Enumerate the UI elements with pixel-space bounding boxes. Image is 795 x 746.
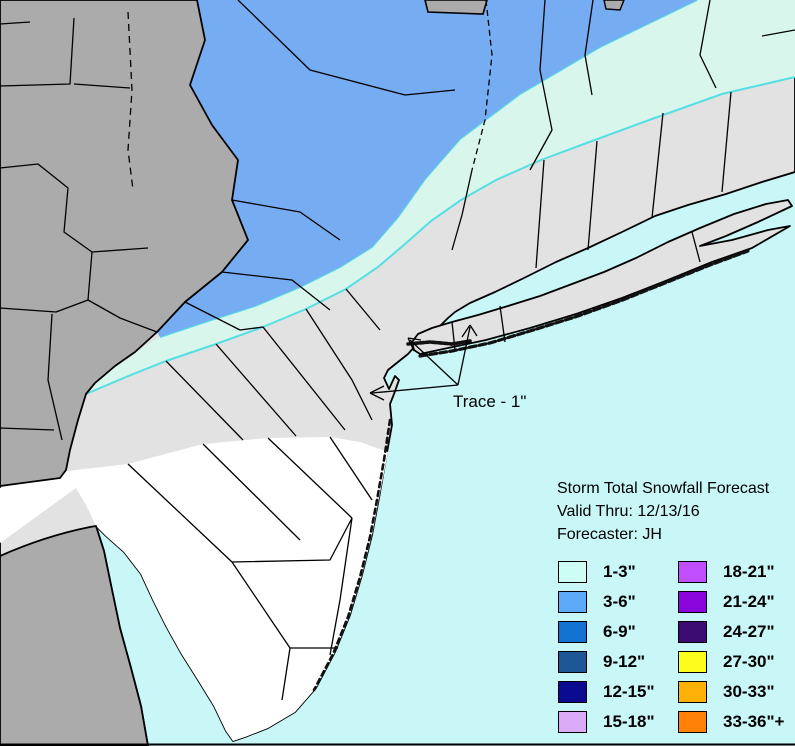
legend-item: 9-12" — [558, 651, 676, 673]
legend-swatch-27-30 — [678, 651, 707, 673]
trace-annotation-arrows — [369, 324, 478, 401]
legend-label: 9-12" — [603, 652, 646, 671]
legend-swatch-3-6 — [558, 591, 587, 613]
legend-item: 24-27" — [678, 621, 795, 643]
barrier-island-texture — [312, 249, 750, 692]
legend-item: 21-24" — [678, 591, 795, 613]
zone-out-of-area-top-fragment — [424, 0, 488, 15]
zone-out-of-area-delaware — [0, 525, 149, 746]
legend-label: 27-30" — [723, 652, 775, 671]
legend-item: 12-15" — [558, 681, 676, 703]
legend-label: 1-3" — [603, 562, 636, 581]
legend-swatch-6-9 — [558, 621, 587, 643]
legend-column-2: 18-21" 21-24" 24-27" 27-30" 30-33" 33-36… — [678, 561, 795, 742]
legend-swatch-1-3 — [558, 561, 587, 583]
legend-swatch-33-36plus — [678, 711, 707, 733]
legend-label: 24-27" — [723, 622, 775, 641]
legend-swatch-12-15 — [558, 681, 587, 703]
zone-1-3-inches — [86, 0, 795, 394]
forecaster: Forecaster: JH — [557, 526, 662, 543]
legend-item: 18-21" — [678, 561, 795, 583]
forecast-title-block: Storm Total Snowfall Forecast Valid Thru… — [557, 477, 769, 546]
legend-label: 21-24" — [723, 592, 775, 611]
legend-label: 30-33" — [723, 682, 775, 701]
legend-item: 30-33" — [678, 681, 795, 703]
legend-label: 6-9" — [603, 622, 636, 641]
legend-item: 6-9" — [558, 621, 676, 643]
legend-swatch-21-24 — [678, 591, 707, 613]
legend-label: 18-21" — [723, 562, 775, 581]
zone-trace-long-island — [411, 199, 793, 355]
legend-item: 1-3" — [558, 561, 676, 583]
legend-swatch-30-33 — [678, 681, 707, 703]
legend-swatch-24-27 — [678, 621, 707, 643]
trace-annotation-label: Trace - 1" — [453, 392, 527, 411]
legend-label: 33-36"+ — [723, 712, 785, 731]
legend-item: 15-18" — [558, 711, 676, 733]
legend-label: 12-15" — [603, 682, 655, 701]
legend-label: 15-18" — [603, 712, 655, 731]
legend-swatch-18-21 — [678, 561, 707, 583]
legend-swatch-9-12 — [558, 651, 587, 673]
contour-1-3-lower — [85, 76, 795, 395]
zone-out-of-area-top-fragment-2 — [603, 0, 625, 11]
zone-no-snow — [0, 437, 388, 741]
zone-3-6-inches — [157, 0, 697, 337]
legend-item: 33-36"+ — [678, 711, 795, 733]
forecast-valid-thru: Valid Thru: 12/13/16 — [557, 503, 700, 520]
forecast-title: Storm Total Snowfall Forecast — [557, 480, 770, 497]
county-boundaries — [0, 0, 795, 701]
legend-column-1: 1-3" 3-6" 6-9" 9-12" 12-15" 15-18" — [558, 561, 676, 742]
legend-item: 3-6" — [558, 591, 676, 613]
legend-swatch-15-18 — [558, 711, 587, 733]
legend-label: 3-6" — [603, 592, 636, 611]
legend-item: 27-30" — [678, 651, 795, 673]
